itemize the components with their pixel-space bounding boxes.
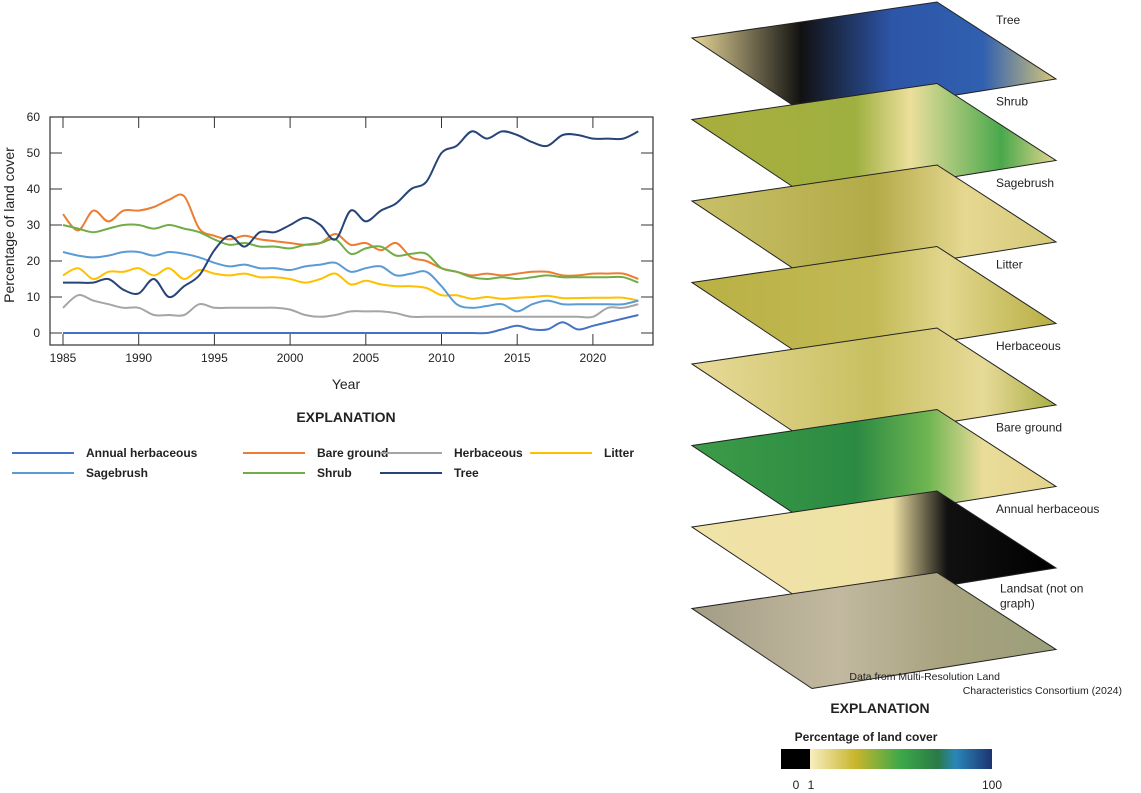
map-layer-annual-herbaceous: Annual herbaceous: [690, 490, 1099, 608]
map-layer-litter: Litter: [690, 245, 1058, 364]
y-axis-label: Percentage of land cover: [1, 147, 17, 303]
legend-item-shrub: Shrub: [243, 466, 352, 480]
map-raster: [690, 327, 1058, 445]
series-line-tree: [63, 130, 639, 299]
y-tick-label: 20: [27, 254, 41, 268]
legend-label: Shrub: [317, 466, 352, 480]
y-tick-label: 0: [33, 326, 40, 340]
colorbar-title: Percentage of land cover: [795, 730, 938, 744]
legend-item-sagebrush: Sagebrush: [12, 466, 148, 480]
map-layer-bare-ground: Bare ground: [690, 408, 1062, 527]
series-line-shrub: [62, 223, 639, 284]
plot-frame: [49, 116, 654, 346]
series-line-bare-ground: [62, 193, 639, 280]
series-line-herbaceous: [62, 294, 639, 319]
map-layer-label: Annual herbaceous: [996, 502, 1099, 516]
colorbar-zero-swatch: [781, 749, 810, 769]
chart-legend: EXPLANATION Annual herbaceous Bare ground H…: [12, 409, 634, 480]
map-layer-label: Shrub: [996, 95, 1028, 109]
legend-item-annual-herbaceous: Annual herbaceous: [12, 446, 198, 460]
map-raster: [690, 490, 1058, 608]
y-tick-label: 60: [27, 110, 41, 124]
x-tick-label: 2000: [277, 351, 304, 365]
map-raster: [690, 82, 1058, 201]
map-raster: [690, 408, 1058, 527]
map-layer-label: Tree: [996, 13, 1021, 27]
map-raster: [690, 245, 1058, 364]
y-tick-label: 30: [27, 218, 41, 232]
map-layer-label: Sagebrush: [996, 176, 1054, 190]
legend-item-herbaceous: Herbaceous: [380, 446, 523, 460]
map-layer-stack: Tree Shrub Sagebrush Litter Herbaceous Bare g…: [690, 1, 1099, 690]
map-layer-sagebrush: Sagebrush: [690, 164, 1058, 282]
colorbar-label-0: 0: [793, 778, 800, 792]
colorbar-label-1: 1: [808, 778, 815, 792]
x-tick-label: 1985: [50, 351, 77, 365]
map-raster: [690, 571, 1058, 690]
map-layer-shrub: Shrub: [690, 82, 1058, 201]
colorbar-label-100: 100: [982, 778, 1002, 792]
line-chart: 0 10 20 30 40 50 60 1985 1990 1995 2000 2005 2010 201…: [1, 110, 654, 392]
legend-item-bare-ground: Bare ground: [243, 446, 388, 460]
series-line-annual-herbaceous: [62, 314, 639, 335]
legend-label: Litter: [604, 446, 634, 460]
legend-label: Sagebrush: [86, 466, 148, 480]
legend-item-litter: Litter: [530, 446, 634, 460]
series-line-litter: [62, 267, 639, 302]
legend-item-tree: Tree: [380, 466, 479, 480]
legend-label: Annual herbaceous: [86, 446, 198, 460]
map-raster: [690, 1, 1058, 119]
map-layer-label: Bare ground: [996, 421, 1062, 435]
x-tick-label: 2020: [580, 351, 607, 365]
x-tick-label: 2015: [504, 351, 531, 365]
map-layer-tree: Tree: [690, 1, 1058, 119]
legend-title: EXPLANATION: [296, 409, 395, 425]
map-layer-landsat-not-on-graph: Landsat (not on graph): [690, 571, 1083, 690]
map-layer-label: Litter: [996, 258, 1023, 272]
x-tick-label: 1995: [201, 351, 228, 365]
credit-line-2: Characteristics Consortium (2024): [963, 685, 1122, 697]
y-tick-label: 50: [27, 146, 41, 160]
legend-label: Bare ground: [317, 446, 388, 460]
credit-line-1: Data from Multi-Resolution Land: [849, 671, 1000, 683]
y-tick-label: 40: [27, 182, 41, 196]
map-layer-label: Herbaceous: [996, 339, 1061, 353]
y-tick-label: 10: [27, 290, 41, 304]
x-tick-label: 2010: [428, 351, 455, 365]
colorbar-gradient: [810, 749, 992, 769]
map-legend-title: EXPLANATION: [830, 700, 929, 716]
legend-label: Herbaceous: [454, 446, 523, 460]
map-layer-herbaceous: Herbaceous: [690, 327, 1061, 445]
map-layer-label: Landsat (not on graph): [1000, 582, 1083, 611]
legend-label: Tree: [454, 466, 479, 480]
map-raster: [690, 164, 1058, 282]
x-tick-label: 1990: [125, 351, 152, 365]
x-tick-label: 2005: [352, 351, 379, 365]
x-axis-label: Year: [332, 376, 361, 392]
series-line-sagebrush: [62, 250, 639, 313]
